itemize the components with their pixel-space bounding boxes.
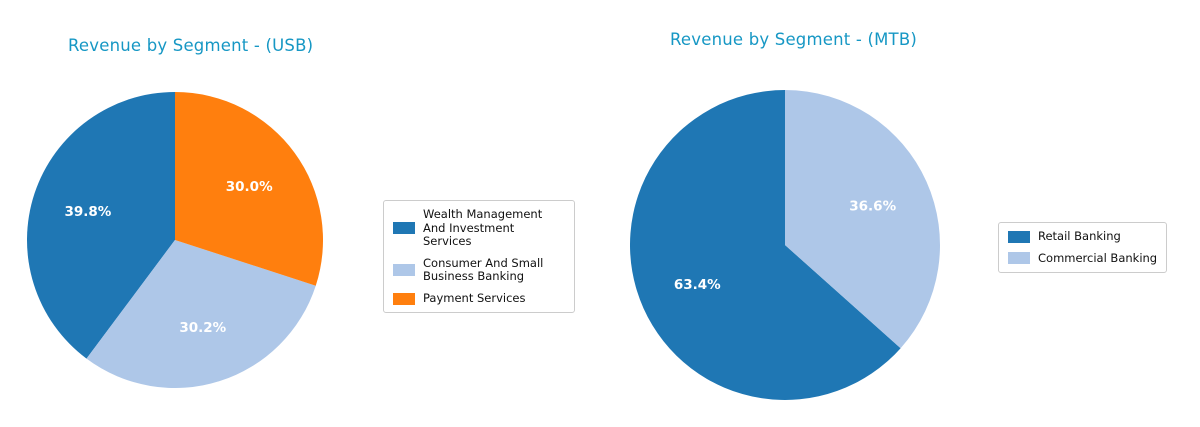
chart-title-usb: Revenue by Segment - (USB) (68, 36, 314, 55)
legend-swatch-1 (1008, 252, 1030, 265)
slice-percent-label-1: 36.6% (849, 198, 896, 214)
chart-title-mtb: Revenue by Segment - (MTB) (670, 30, 917, 49)
pie-slice-0 (27, 92, 176, 359)
legend-item-1: Commercial Banking (1008, 250, 1158, 266)
legend-swatch-0 (393, 222, 415, 235)
pie-slice-1 (86, 240, 316, 388)
slice-percent-label-0: 63.4% (674, 277, 721, 293)
slice-percent-label-2: 30.0% (226, 179, 273, 195)
legend-item-0: Retail Banking (1008, 229, 1157, 244)
legend-usb: Wealth Management And Investment Service… (383, 200, 575, 314)
legend-swatch-1 (393, 264, 415, 277)
legend-label-1: Commercial Banking (1038, 250, 1158, 265)
pie-chart-mtb: 63.4% 36.6% (630, 90, 940, 400)
legend-swatch-0 (1008, 230, 1030, 243)
legend-swatch-2 (393, 292, 415, 305)
slice-percent-label-0: 39.8% (64, 204, 111, 220)
legend-mtb: Retail Banking Commercial Banking (998, 222, 1168, 274)
pie-slice-1 (785, 90, 940, 349)
legend-item-2: Payment Services (393, 290, 565, 306)
legend-item-1: Consumer And Small Business Banking (393, 255, 565, 284)
pie-chart-usb: 39.8% 30.2% 30.0% (27, 92, 323, 388)
slice-percent-label-1: 30.2% (179, 320, 226, 336)
legend-label-0: Wealth Management And Investment Service… (423, 207, 543, 249)
legend-label-2: Payment Services (423, 290, 526, 305)
pie-slice-2 (175, 92, 323, 286)
legend-item-0: Wealth Management And Investment Service… (393, 207, 565, 249)
pie-slice-0 (630, 90, 901, 400)
legend-label-1: Consumer And Small Business Banking (423, 255, 544, 284)
legend-label-0: Retail Banking (1038, 229, 1121, 243)
